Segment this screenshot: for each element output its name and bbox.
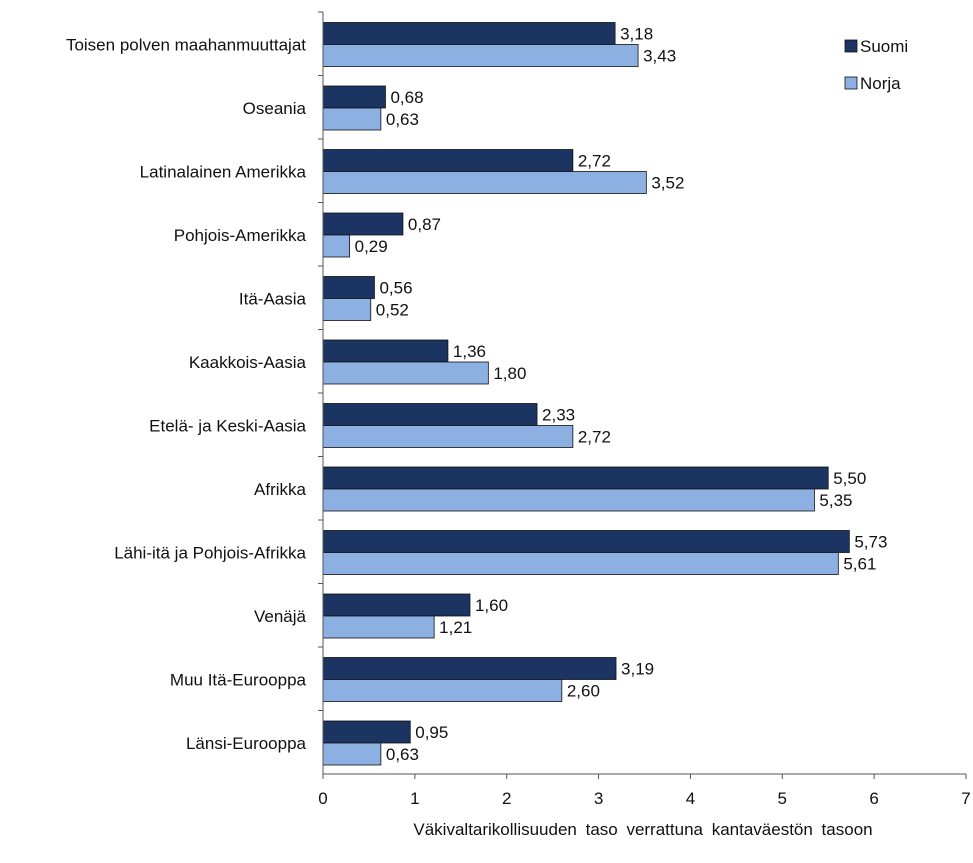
value-label-norja-lahi-ita-ja-pohjois-afrikka: 5,61 [843,555,876,574]
value-label-norja-afrikka: 5,35 [819,491,852,510]
value-label-norja-ita-aasia: 0,52 [376,301,409,320]
value-labels-group: 3,18 3,43 0,68 0,63 2,72 3,52 0,87 0,29 0,56 0,52… [355,25,888,765]
category-label-oseania: Oseania [243,99,307,118]
bar-suomi-etela-ja-keski-aasia [322,403,538,426]
value-label-suomi-lahi-ita-ja-pohjois-afrikka: 5,73 [854,533,887,552]
value-label-suomi-pohjois-amerikka: 0,87 [408,215,441,234]
x-tick-label-6: 6 [869,789,878,808]
bar-suomi-afrikka [322,466,829,490]
legend-swatch-suomi [844,39,858,53]
category-label-latinalainen-amerikka: Latinalainen Amerikka [140,163,307,182]
value-label-norja-latinalainen-amerikka: 3,52 [651,174,684,193]
x-ticks-group: 0 1 2 3 4 5 6 7 [318,11,971,808]
value-label-suomi-latinalainen-amerikka: 2,72 [578,152,611,171]
bar-norja-toisen-polven-maahanmuuttajat [322,44,639,67]
bar-norja-kaakkois-aasia [322,361,489,385]
bar-norja-latinalainen-amerikka [322,171,647,194]
bar-suomi-latinalainen-amerikka [322,149,574,172]
bar-norja-afrikka [322,488,815,512]
x-axis-title: Väkivaltarikollisuuden taso verrattuna k… [413,820,872,839]
bar-suomi-venaja [322,593,471,617]
legend-label-norja: Norja [860,74,901,93]
legend-swatch-norja [844,76,858,90]
value-label-suomi-toisen-polven-maahanmuuttajat: 3,18 [620,25,653,44]
bar-norja-lahi-ita-ja-pohjois-afrikka [322,552,839,575]
value-label-norja-etela-ja-keski-aasia: 2,72 [578,428,611,447]
category-label-venaja: Venäjä [254,607,307,626]
bar-norja-pohjois-amerikka [322,234,351,258]
bar-norja-muu-ita-eurooppa [322,679,563,702]
category-label-kaakkois-aasia: Kaakkois-Aasia [189,353,307,372]
bar-suomi-lansi-eurooppa [322,720,411,744]
category-label-afrikka: Afrikka [254,480,307,499]
value-label-suomi-muu-ita-eurooppa: 3,19 [621,660,654,679]
value-label-norja-lansi-eurooppa: 0,63 [386,745,419,764]
category-label-lansi-eurooppa: Länsi-Eurooppa [186,734,307,753]
x-tick-label-7: 7 [961,789,970,808]
category-label-muu-ita-eurooppa: Muu Itä-Eurooppa [170,671,307,690]
bar-norja-etela-ja-keski-aasia [322,425,574,448]
value-label-norja-toisen-polven-maahanmuuttajat: 3,43 [643,47,676,66]
x-tick-label-4: 4 [686,789,695,808]
bar-norja-oseania [322,107,382,131]
x-tick-label-5: 5 [778,789,787,808]
bar-suomi-muu-ita-eurooppa [322,657,617,680]
legend: Suomi Norja [844,37,908,93]
x-tick-label-2: 2 [502,789,511,808]
bar-suomi-kaakkois-aasia [322,339,449,363]
category-label-toisen-polven-maahanmuuttajat: Toisen polven maahanmuuttajat [66,36,306,55]
bar-suomi-ita-aasia [322,276,375,299]
bar-norja-lansi-eurooppa [322,742,382,766]
value-label-suomi-kaakkois-aasia: 1,36 [453,342,486,361]
value-label-suomi-oseania: 0,68 [390,88,423,107]
bar-suomi-toisen-polven-maahanmuuttajat [322,22,616,45]
value-label-norja-venaja: 1,21 [439,618,472,637]
bar-norja-ita-aasia [322,298,372,321]
value-label-suomi-afrikka: 5,50 [833,469,866,488]
legend-label-suomi: Suomi [860,37,908,56]
bar-suomi-oseania [322,85,386,109]
value-label-suomi-venaja: 1,60 [475,596,508,615]
bar-suomi-lahi-ita-ja-pohjois-afrikka [322,530,850,553]
category-label-lahi-ita-ja-pohjois-afrikka: Lähi-itä ja Pohjois-Afrikka [114,544,306,563]
category-label-etela-ja-keski-aasia: Etelä- ja Keski-Aasia [149,417,306,436]
value-label-norja-kaakkois-aasia: 1,80 [493,364,526,383]
bar-norja-venaja [322,615,435,639]
value-label-norja-pohjois-amerikka: 0,29 [355,237,388,256]
value-label-norja-muu-ita-eurooppa: 2,60 [567,682,600,701]
value-label-suomi-ita-aasia: 0,56 [379,279,412,298]
bars-group [322,22,850,766]
value-label-suomi-etela-ja-keski-aasia: 2,33 [542,406,575,425]
x-tick-label-1: 1 [410,789,419,808]
category-label-pohjois-amerikka: Pohjois-Amerikka [174,226,307,245]
value-label-suomi-lansi-eurooppa: 0,95 [415,723,448,742]
category-labels-group: Toisen polven maahanmuuttajat Oseania Lati… [66,36,307,754]
value-label-norja-oseania: 0,63 [386,110,419,129]
x-tick-label-0: 0 [318,789,327,808]
category-label-ita-aasia: Itä-Aasia [239,290,307,309]
bar-suomi-pohjois-amerikka [322,212,404,236]
x-tick-label-3: 3 [594,789,603,808]
